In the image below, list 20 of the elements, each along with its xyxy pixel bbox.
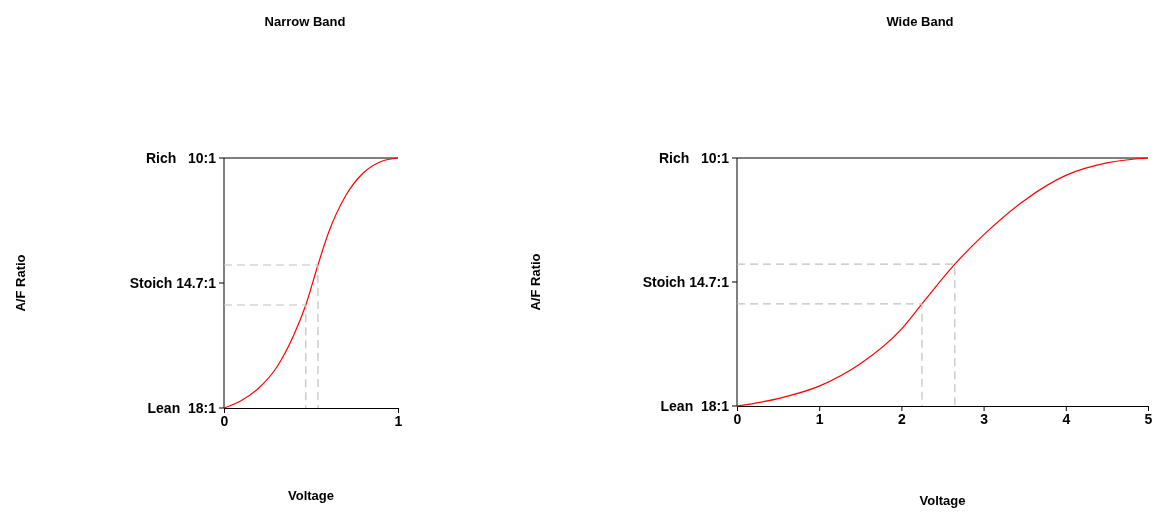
text: Rich 10:1 [658,149,730,166]
x-tick-label: 2 [898,410,906,427]
x-tick-label: 1 [815,410,824,427]
text: Rich 10:1 [145,149,217,166]
text: Stoich 14.7:1 [129,274,217,291]
x-tick-label: 0 [733,410,742,427]
y-axis-title: A/F Ratio [528,253,543,311]
text: Stoich 14.7:1 [642,273,730,290]
x-tick-label: 3 [980,410,989,427]
x-tick-label: 5 [1144,410,1153,427]
x-axis-title: Voltage [919,493,966,508]
x-tick-label: 1 [394,412,403,429]
x-tick-label: 0 [220,412,229,429]
x-tick-label: 4 [1062,410,1071,427]
chart-title: Narrow Band [264,14,346,29]
y-axis-title: A/F Ratio [13,254,28,312]
text: Lean 18:1 [660,397,730,414]
x-axis-title: Voltage [288,488,334,503]
text: Lean 18:1 [147,399,217,416]
chart-title: Wide Band [886,14,954,29]
